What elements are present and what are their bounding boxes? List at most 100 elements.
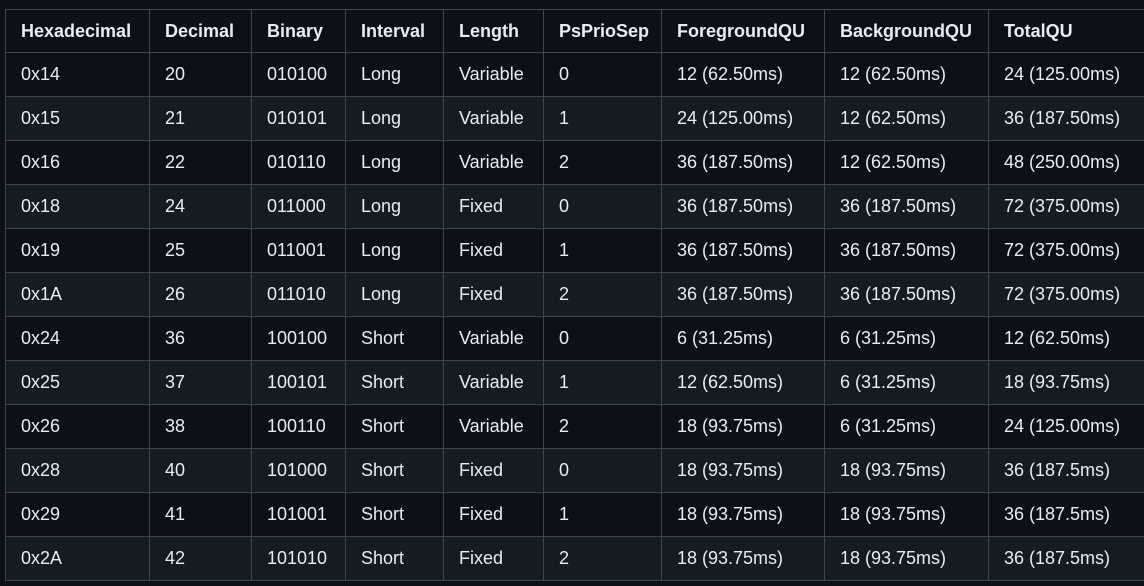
cell-interval: Long: [345, 184, 444, 229]
header-psprio-sep: PsPrioSep: [543, 9, 662, 53]
cell-length: Fixed: [443, 184, 544, 229]
header-foreground-qu: ForegroundQU: [661, 9, 825, 53]
cell-binary: 010100: [251, 52, 346, 97]
cell-hexadecimal: 0x18: [5, 184, 150, 229]
cell-interval: Long: [345, 140, 444, 185]
cell-decimal: 42: [149, 536, 252, 581]
header-binary: Binary: [251, 9, 346, 53]
cell-background-qu: 6 (31.25ms): [824, 360, 989, 405]
cell-foreground-qu: 12 (62.50ms): [661, 52, 825, 97]
header-hexadecimal: Hexadecimal: [5, 9, 150, 53]
cell-decimal: 26: [149, 272, 252, 317]
cell-total-qu: 36 (187.50ms): [988, 96, 1144, 141]
table-row: 0x16 22 010110 Long Variable 2 36 (187.50ms) 12…: [5, 140, 1144, 185]
cell-total-qu: 36 (187.5ms): [988, 492, 1144, 537]
cell-binary: 010110: [251, 140, 346, 185]
cell-hexadecimal: 0x1A: [5, 272, 150, 317]
cell-total-qu: 48 (250.00ms): [988, 140, 1144, 185]
cell-hexadecimal: 0x2A: [5, 536, 150, 581]
cell-total-qu: 24 (125.00ms): [988, 404, 1144, 449]
cell-background-qu: 36 (187.50ms): [824, 184, 989, 229]
cell-background-qu: 12 (62.50ms): [824, 52, 989, 97]
cell-foreground-qu: 36 (187.50ms): [661, 272, 825, 317]
header-total-qu: TotalQU: [988, 9, 1144, 53]
cell-total-qu: 72 (375.00ms): [988, 184, 1144, 229]
cell-psprio-sep: 1: [543, 96, 662, 141]
cell-psprio-sep: 0: [543, 52, 662, 97]
cell-decimal: 21: [149, 96, 252, 141]
cell-interval: Long: [345, 228, 444, 273]
cell-binary: 100110: [251, 404, 346, 449]
cell-hexadecimal: 0x26: [5, 404, 150, 449]
cell-background-qu: 18 (93.75ms): [824, 448, 989, 493]
header-decimal: Decimal: [149, 9, 252, 53]
table-row: 0x1A 26 011010 Long Fixed 2 36 (187.50ms) 36 (1…: [5, 272, 1144, 317]
cell-decimal: 41: [149, 492, 252, 537]
cell-decimal: 37: [149, 360, 252, 405]
cell-interval: Long: [345, 52, 444, 97]
cell-hexadecimal: 0x15: [5, 96, 150, 141]
table-body: 0x14 20 010100 Long Variable 0 12 (62.50ms) 12 …: [5, 52, 1144, 581]
cell-background-qu: 6 (31.25ms): [824, 404, 989, 449]
cell-hexadecimal: 0x29: [5, 492, 150, 537]
cell-length: Variable: [443, 404, 544, 449]
cell-decimal: 22: [149, 140, 252, 185]
priority-separation-table: Hexadecimal Decimal Binary Interval Leng…: [5, 9, 1144, 581]
cell-background-qu: 12 (62.50ms): [824, 140, 989, 185]
table-row: 0x15 21 010101 Long Variable 1 24 (125.00ms) 12…: [5, 96, 1144, 141]
cell-length: Variable: [443, 96, 544, 141]
table-row: 0x2A 42 101010 Short Fixed 2 18 (93.75ms) 18 (9…: [5, 536, 1144, 581]
cell-decimal: 25: [149, 228, 252, 273]
cell-decimal: 24: [149, 184, 252, 229]
cell-length: Fixed: [443, 492, 544, 537]
table-header: Hexadecimal Decimal Binary Interval Leng…: [5, 9, 1144, 53]
cell-psprio-sep: 2: [543, 272, 662, 317]
table-row: 0x24 36 100100 Short Variable 0 6 (31.25ms) 6 (…: [5, 316, 1144, 361]
cell-foreground-qu: 18 (93.75ms): [661, 448, 825, 493]
cell-hexadecimal: 0x16: [5, 140, 150, 185]
cell-interval: Short: [345, 360, 444, 405]
table-row: 0x29 41 101001 Short Fixed 1 18 (93.75ms) 18 (9…: [5, 492, 1144, 537]
header-length: Length: [443, 9, 544, 53]
cell-psprio-sep: 0: [543, 184, 662, 229]
cell-hexadecimal: 0x28: [5, 448, 150, 493]
table-row: 0x26 38 100110 Short Variable 2 18 (93.75ms) 6 …: [5, 404, 1144, 449]
cell-total-qu: 36 (187.5ms): [988, 448, 1144, 493]
cell-foreground-qu: 36 (187.50ms): [661, 140, 825, 185]
header-interval: Interval: [345, 9, 444, 53]
cell-interval: Short: [345, 536, 444, 581]
cell-length: Variable: [443, 52, 544, 97]
cell-hexadecimal: 0x24: [5, 316, 150, 361]
cell-binary: 101000: [251, 448, 346, 493]
cell-hexadecimal: 0x25: [5, 360, 150, 405]
cell-hexadecimal: 0x14: [5, 52, 150, 97]
cell-background-qu: 18 (93.75ms): [824, 536, 989, 581]
cell-total-qu: 36 (187.5ms): [988, 536, 1144, 581]
cell-foreground-qu: 18 (93.75ms): [661, 536, 825, 581]
cell-foreground-qu: 36 (187.50ms): [661, 228, 825, 273]
cell-interval: Short: [345, 492, 444, 537]
cell-length: Variable: [443, 316, 544, 361]
cell-interval: Short: [345, 448, 444, 493]
cell-decimal: 20: [149, 52, 252, 97]
cell-hexadecimal: 0x19: [5, 228, 150, 273]
cell-binary: 101001: [251, 492, 346, 537]
header-row: Hexadecimal Decimal Binary Interval Leng…: [5, 9, 1144, 53]
cell-psprio-sep: 2: [543, 140, 662, 185]
cell-length: Fixed: [443, 536, 544, 581]
cell-background-qu: 18 (93.75ms): [824, 492, 989, 537]
cell-total-qu: 12 (62.50ms): [988, 316, 1144, 361]
cell-interval: Short: [345, 404, 444, 449]
cell-interval: Long: [345, 272, 444, 317]
cell-background-qu: 36 (187.50ms): [824, 228, 989, 273]
cell-psprio-sep: 1: [543, 228, 662, 273]
table-row: 0x18 24 011000 Long Fixed 0 36 (187.50ms) 36 (1…: [5, 184, 1144, 229]
cell-decimal: 36: [149, 316, 252, 361]
cell-total-qu: 72 (375.00ms): [988, 272, 1144, 317]
cell-foreground-qu: 12 (62.50ms): [661, 360, 825, 405]
cell-length: Fixed: [443, 272, 544, 317]
cell-total-qu: 18 (93.75ms): [988, 360, 1144, 405]
cell-length: Fixed: [443, 228, 544, 273]
cell-binary: 011000: [251, 184, 346, 229]
